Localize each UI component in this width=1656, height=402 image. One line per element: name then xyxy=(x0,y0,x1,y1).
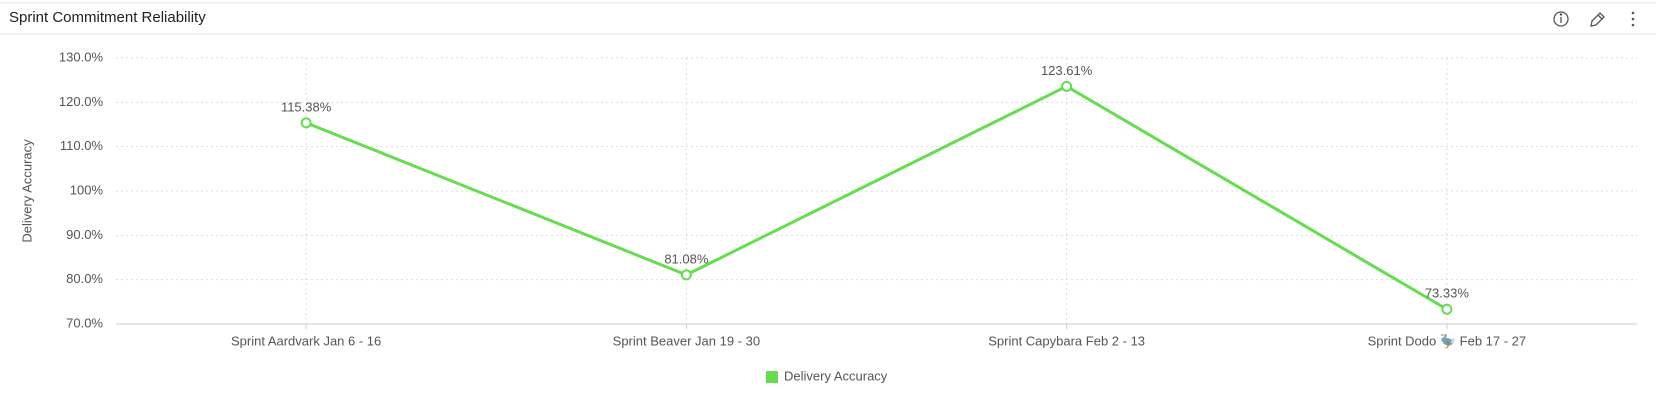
x-tick-label: Sprint Capybara Feb 2 - 13 xyxy=(988,333,1145,348)
data-label: 73.33% xyxy=(1425,286,1470,301)
legend-swatch xyxy=(766,371,778,383)
more-button[interactable] xyxy=(1631,11,1635,27)
y-axis-label: Delivery Accuracy xyxy=(19,139,34,243)
x-tick-label: Sprint Dodo 🦤 Feb 17 - 27 xyxy=(1368,332,1527,348)
data-point xyxy=(680,269,692,281)
edit-button[interactable] xyxy=(1590,12,1605,27)
y-tick-label: 120.0% xyxy=(59,94,104,109)
data-point xyxy=(1061,80,1073,92)
y-tick-label: 80.0% xyxy=(66,271,103,286)
y-tick-label: 110.0% xyxy=(60,138,104,153)
data-label: 115.38% xyxy=(281,99,332,114)
y-tick-label: 70.0% xyxy=(66,315,103,330)
data-point xyxy=(300,117,312,129)
legend-label: Delivery Accuracy xyxy=(784,368,888,383)
chart-title: Sprint Commitment Reliability xyxy=(9,9,206,26)
data-label: 123.61% xyxy=(1041,63,1093,78)
x-tick-label: Sprint Beaver Jan 19 - 30 xyxy=(613,333,760,348)
info-button[interactable] xyxy=(1553,11,1569,27)
series-line xyxy=(305,84,1448,311)
data-point xyxy=(1441,303,1453,315)
data-label: 81.08% xyxy=(664,251,709,266)
y-tick-label: 90.0% xyxy=(66,227,103,242)
y-tick-label: 100% xyxy=(70,182,104,197)
x-tick-label: Sprint Aardvark Jan 6 - 16 xyxy=(231,333,381,348)
y-tick-label: 130.0% xyxy=(59,49,104,64)
